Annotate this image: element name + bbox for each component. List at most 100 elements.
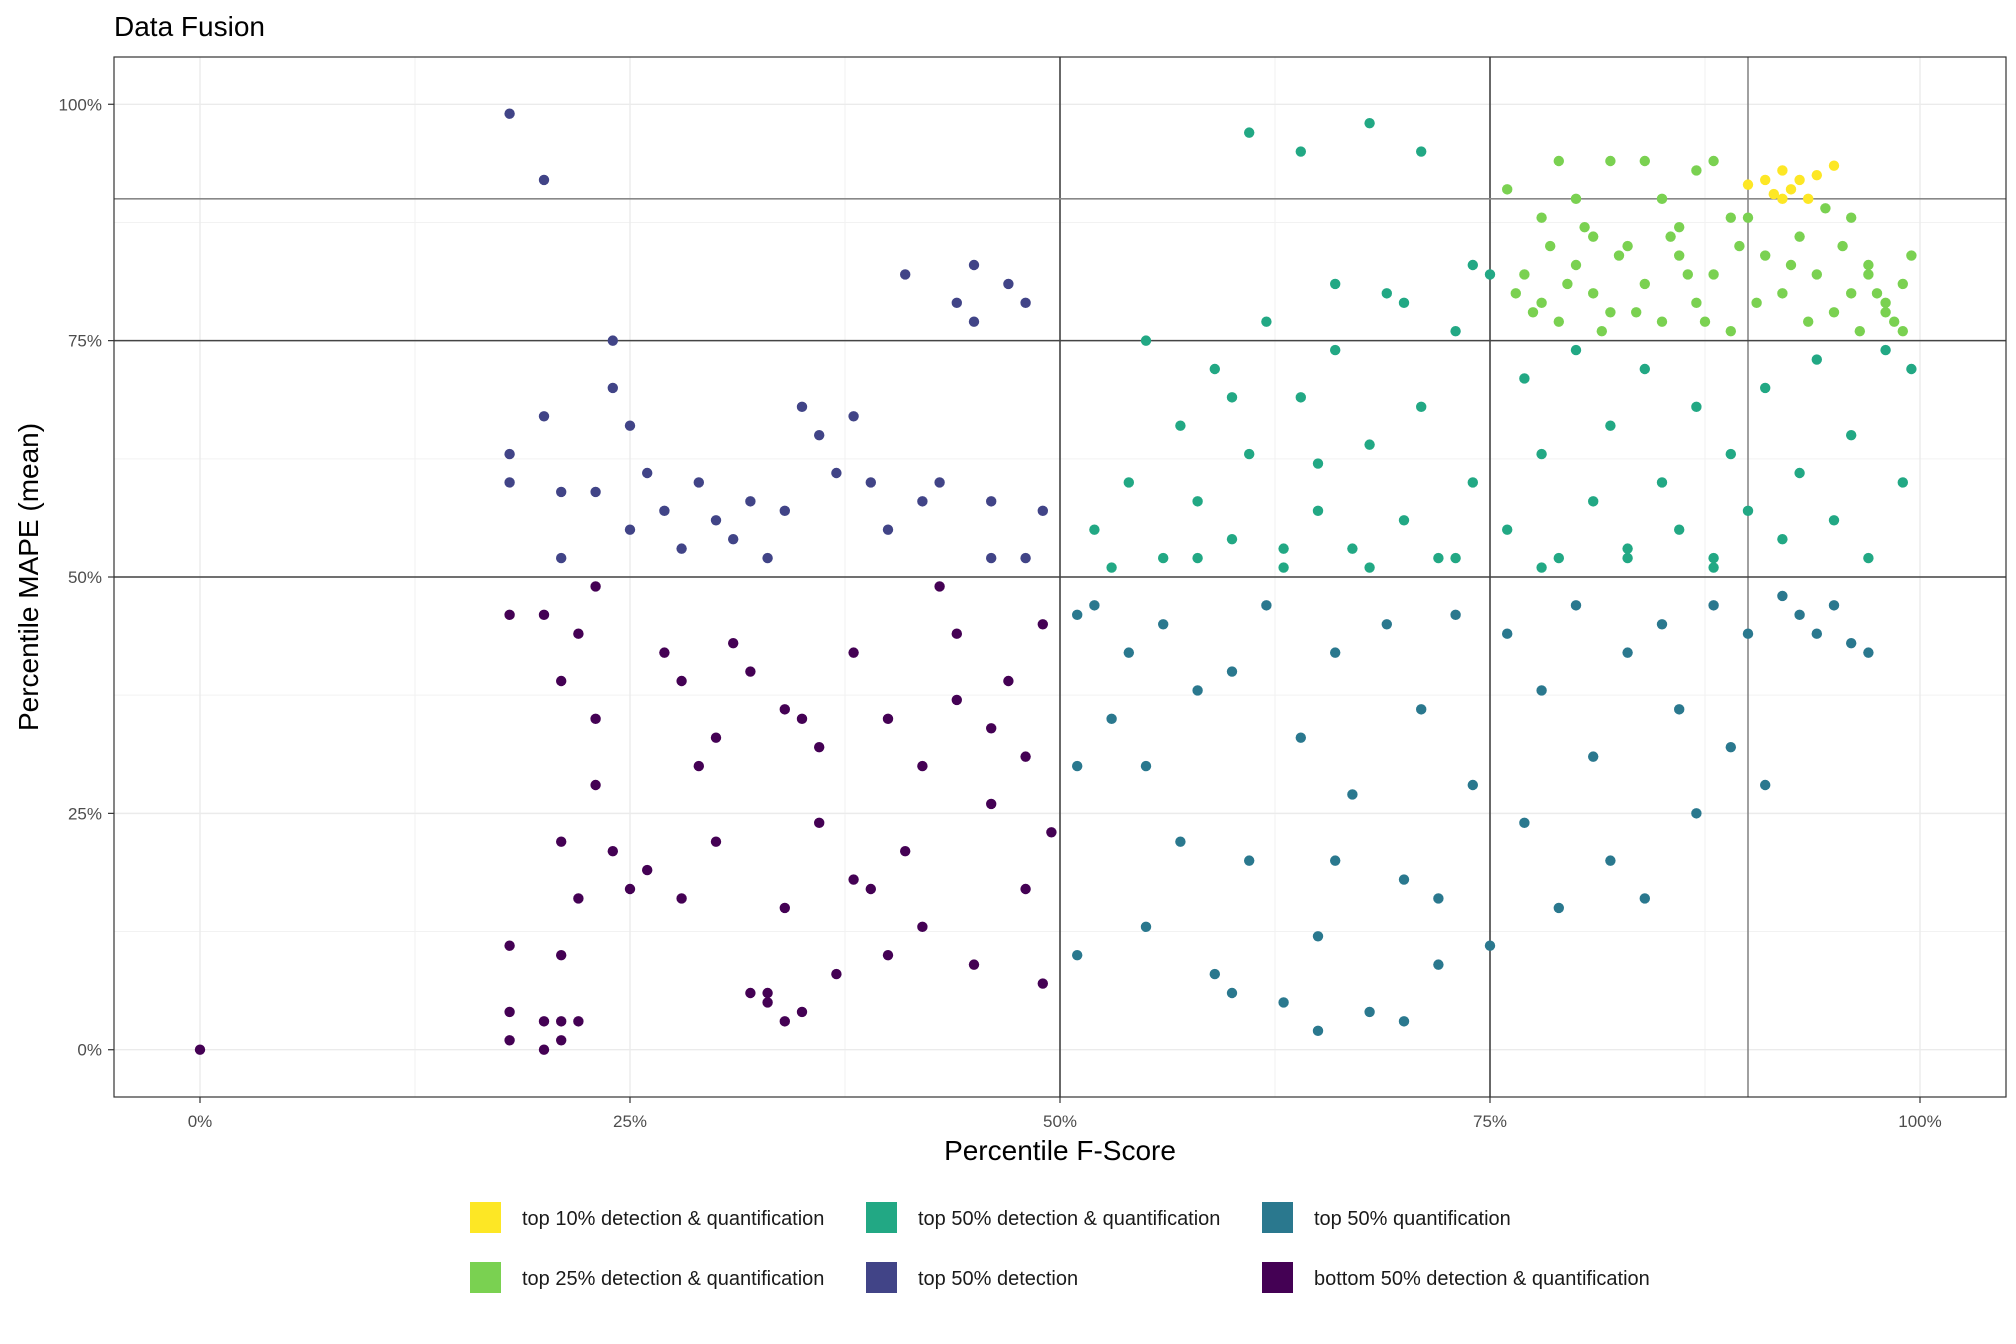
legend-swatch xyxy=(1262,1262,1293,1293)
data-point xyxy=(1536,685,1547,696)
data-point xyxy=(1467,779,1479,791)
data-point xyxy=(1708,562,1719,573)
data-point xyxy=(762,552,773,564)
series-group xyxy=(504,108,1049,564)
data-point xyxy=(1450,609,1461,621)
data-point xyxy=(590,581,601,592)
data-point xyxy=(624,883,636,895)
data-point xyxy=(745,987,756,999)
data-point xyxy=(1553,316,1565,327)
data-point xyxy=(1622,543,1633,554)
data-point xyxy=(1656,193,1668,205)
data-point xyxy=(659,505,670,517)
data-point xyxy=(1880,307,1891,318)
data-point xyxy=(642,864,653,876)
data-point xyxy=(1158,619,1169,630)
data-point xyxy=(1519,373,1530,384)
data-point xyxy=(951,628,962,639)
data-point xyxy=(1416,146,1427,157)
legend-swatch xyxy=(1262,1202,1293,1233)
data-point xyxy=(1880,297,1891,309)
data-point xyxy=(1725,741,1737,753)
data-point xyxy=(1158,552,1169,564)
data-point xyxy=(1278,562,1289,573)
data-point xyxy=(1579,221,1590,233)
data-point xyxy=(676,893,687,904)
data-point xyxy=(1467,477,1479,488)
series-group xyxy=(194,581,1057,1055)
data-point xyxy=(1708,552,1719,564)
data-point xyxy=(865,477,876,488)
data-point xyxy=(951,694,962,706)
data-point xyxy=(831,968,842,980)
data-point xyxy=(968,259,980,271)
data-point xyxy=(1691,165,1702,176)
data-point xyxy=(504,108,515,119)
data-point xyxy=(882,713,894,725)
data-point xyxy=(1570,259,1582,271)
data-point xyxy=(1742,212,1754,223)
data-point xyxy=(1175,836,1186,847)
data-point xyxy=(1794,174,1805,186)
series-group xyxy=(1072,590,1874,1037)
data-point xyxy=(779,704,790,715)
data-point xyxy=(1192,685,1203,696)
data-point xyxy=(1794,609,1805,621)
data-point xyxy=(538,1044,550,1055)
data-point xyxy=(1803,193,1814,205)
data-point xyxy=(762,997,773,1008)
data-point xyxy=(1674,250,1685,261)
data-point xyxy=(1278,543,1289,554)
data-point xyxy=(1381,288,1393,299)
data-point xyxy=(1768,188,1780,200)
data-point xyxy=(1278,997,1289,1008)
legend-swatch xyxy=(470,1202,501,1233)
legend-item: top 50% detection xyxy=(866,1262,1078,1293)
data-point xyxy=(1863,647,1874,658)
data-point xyxy=(1656,316,1668,327)
data-point xyxy=(590,779,601,791)
data-point xyxy=(831,467,842,479)
data-point xyxy=(1381,619,1393,630)
x-tick-label: 100% xyxy=(1898,1112,1941,1131)
data-point xyxy=(1226,666,1238,677)
data-point xyxy=(1347,789,1358,800)
legend: top 10% detection & quantification top 25… xyxy=(470,1202,1650,1293)
data-point xyxy=(1828,515,1840,526)
data-point xyxy=(1330,647,1341,658)
series-group xyxy=(1742,160,1840,205)
data-point xyxy=(1450,552,1461,564)
legend-label: top 50% detection & quantification xyxy=(918,1208,1220,1230)
data-point xyxy=(1037,978,1049,989)
data-point xyxy=(1295,392,1307,403)
data-point xyxy=(590,486,601,498)
data-point xyxy=(1588,231,1599,242)
data-point xyxy=(1312,505,1324,517)
data-point xyxy=(1622,240,1633,252)
data-point xyxy=(934,581,945,592)
data-point xyxy=(504,1035,515,1046)
data-point xyxy=(590,713,601,725)
data-point xyxy=(1725,212,1737,223)
data-point xyxy=(865,883,876,895)
data-point xyxy=(504,448,515,460)
data-point xyxy=(1725,448,1737,460)
data-point xyxy=(710,732,722,743)
data-point xyxy=(1691,297,1702,309)
legend-swatch xyxy=(866,1262,897,1293)
data-point xyxy=(882,949,894,961)
data-point xyxy=(1519,817,1530,829)
data-point xyxy=(1003,675,1014,687)
data-point xyxy=(1674,524,1685,535)
data-point xyxy=(194,1044,206,1055)
series-group xyxy=(1089,117,1917,573)
data-point xyxy=(1416,704,1427,715)
data-point xyxy=(1398,1016,1410,1027)
data-point xyxy=(1037,505,1049,517)
data-point xyxy=(1312,931,1324,942)
data-point xyxy=(986,496,997,507)
data-point xyxy=(607,335,618,346)
data-point xyxy=(1553,155,1565,167)
data-point xyxy=(1811,354,1823,365)
data-point xyxy=(538,1016,550,1027)
